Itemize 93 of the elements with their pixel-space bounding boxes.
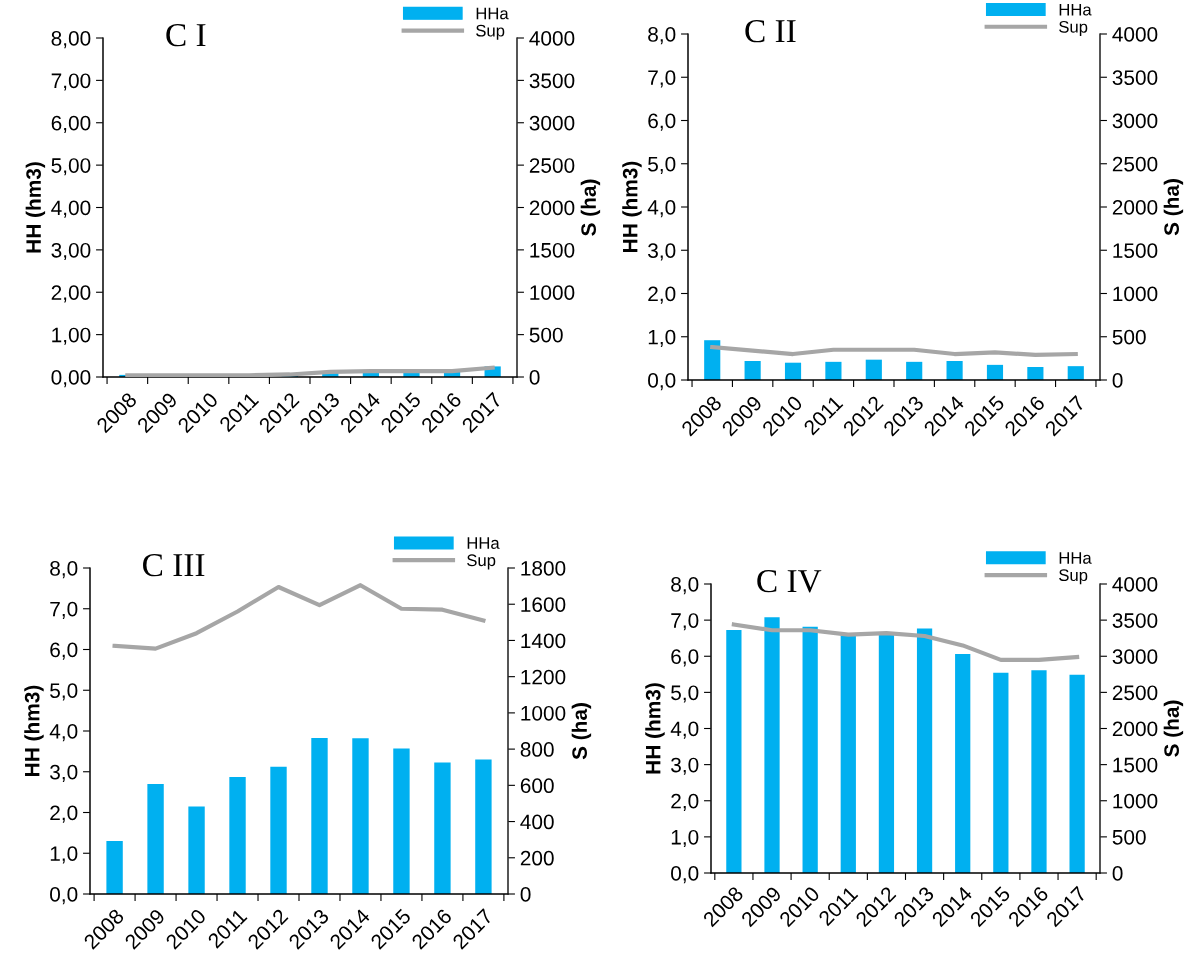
y2-tick-label: 1500: [1113, 243, 1158, 258]
y-tick-label: 5,0: [671, 685, 699, 703]
y-tick-label: 7,0: [50, 601, 78, 619]
y-tick-label: 0,0: [648, 373, 676, 391]
y2-tick-label: 1000: [530, 285, 575, 300]
y-tick-label: 4,0: [647, 200, 676, 218]
y-tick-label: 2,0: [50, 805, 78, 823]
legend-label: Sup: [467, 554, 496, 570]
chart-title: C I: [166, 23, 206, 47]
y2-tick-label: 4000: [1112, 27, 1158, 42]
y2-tick-label: 3500: [529, 73, 575, 89]
y-tick-label: 3,0: [648, 243, 676, 261]
y-tick-label: 7,00: [51, 73, 91, 91]
y-tick-label: 8,0: [50, 561, 78, 579]
y-tick-label: 1,0: [671, 829, 699, 848]
y2-tick-label: 800: [520, 742, 554, 757]
y2-axis-title: S (ha): [1163, 700, 1184, 757]
y-tick-label: 8,00: [51, 31, 91, 49]
y2-tick-label: 2000: [529, 200, 575, 216]
legend-label: Sup: [1059, 569, 1088, 585]
legend-label: Sup: [1059, 20, 1088, 37]
y2-tick-label: 2500: [529, 158, 575, 173]
y-tick-label: 0,00: [51, 370, 91, 388]
chart-title: C IV: [757, 569, 822, 593]
y2-tick-label: 500: [1112, 329, 1146, 345]
y2-tick-label: 3500: [1112, 70, 1158, 85]
y2-tick-label: 4000: [529, 31, 575, 46]
y2-tick-label: 2500: [1112, 156, 1158, 172]
y2-tick-label: 2000: [1112, 200, 1158, 215]
y2-tick-label: 500: [1112, 829, 1146, 845]
y2-tick-label: 0: [520, 887, 531, 902]
y2-tick-label: 1000: [521, 705, 566, 721]
y2-tick-label: 1200: [521, 669, 566, 685]
y2-tick-label: 3000: [1112, 649, 1158, 664]
legend-label: HHa: [1059, 3, 1092, 16]
y2-tick-label: 1500: [530, 242, 575, 258]
y-tick-label: 1,0: [50, 846, 78, 864]
y2-tick-label: 0: [529, 370, 540, 385]
y-tick-label: 7,0: [648, 70, 676, 88]
y-tick-label: 2,0: [648, 286, 676, 304]
y2-tick-label: 2500: [1112, 685, 1158, 701]
y-tick-label: 2,00: [51, 285, 91, 303]
y-axis-title: HH (hm3): [24, 685, 44, 776]
y-axis-title: HH (hm3): [622, 161, 642, 252]
y-tick-label: 8,0: [648, 27, 676, 45]
y2-tick-label: 3500: [1112, 613, 1158, 628]
y2-tick-label: 4000: [1112, 577, 1158, 592]
y-tick-label: 2,0: [671, 793, 699, 811]
chart-title: C III: [143, 553, 205, 577]
chart-title: C II: [745, 19, 796, 43]
y-tick-label: 1,00: [52, 327, 91, 345]
y2-tick-label: 1800: [521, 561, 566, 576]
y-tick-label: 4,0: [670, 721, 699, 739]
y2-tick-label: 200: [520, 850, 554, 866]
y2-tick-label: 1600: [521, 597, 566, 612]
y-axis-title: HH (hm3): [645, 683, 665, 774]
y2-tick-label: 0: [1112, 373, 1123, 388]
y2-axis-title: S (ha): [571, 703, 592, 760]
y-tick-label: 4,0: [49, 724, 78, 742]
y2-tick-label: 1000: [1113, 793, 1158, 809]
y-tick-label: 4,00: [51, 200, 91, 218]
legend-label: HHa: [1059, 552, 1092, 564]
y-tick-label: 8,0: [671, 577, 699, 595]
y2-tick-label: 0: [1112, 866, 1123, 881]
y2-tick-label: 2000: [1112, 721, 1158, 737]
y2-axis-title: S (ha): [1163, 179, 1184, 236]
y-tick-label: 6,0: [671, 649, 699, 667]
y-tick-label: 0,0: [671, 866, 699, 884]
y2-tick-label: 1000: [1113, 286, 1158, 302]
y-axis-title: HH (hm3): [25, 162, 46, 253]
y-tick-label: 6,0: [648, 113, 676, 131]
y2-axis-title: S (ha): [580, 179, 601, 236]
y-tick-label: 3,00: [51, 242, 91, 261]
y2-tick-label: 400: [520, 814, 554, 830]
y-tick-label: 7,0: [671, 613, 699, 631]
y2-tick-label: 3000: [1112, 113, 1158, 129]
y-tick-label: 0,0: [50, 887, 78, 905]
legend-label: HHa: [476, 7, 509, 20]
y-tick-label: 3,0: [671, 757, 699, 775]
y-tick-label: 6,0: [50, 642, 78, 660]
y-tick-label: 3,0: [50, 764, 78, 782]
y2-tick-label: 3000: [529, 115, 575, 131]
legend-label: Sup: [476, 24, 505, 40]
y-tick-label: 5,00: [51, 158, 91, 176]
y2-tick-label: 1500: [1113, 757, 1158, 773]
y2-tick-label: 500: [529, 327, 563, 343]
y2-tick-label: 1400: [521, 633, 566, 649]
y2-tick-label: 600: [520, 778, 554, 794]
y-tick-label: 6,00: [51, 115, 91, 133]
y-tick-label: 5,0: [50, 683, 78, 701]
y-tick-label: 1,0: [648, 329, 676, 347]
legend-label: HHa: [467, 537, 500, 549]
y-tick-label: 5,0: [648, 156, 676, 174]
